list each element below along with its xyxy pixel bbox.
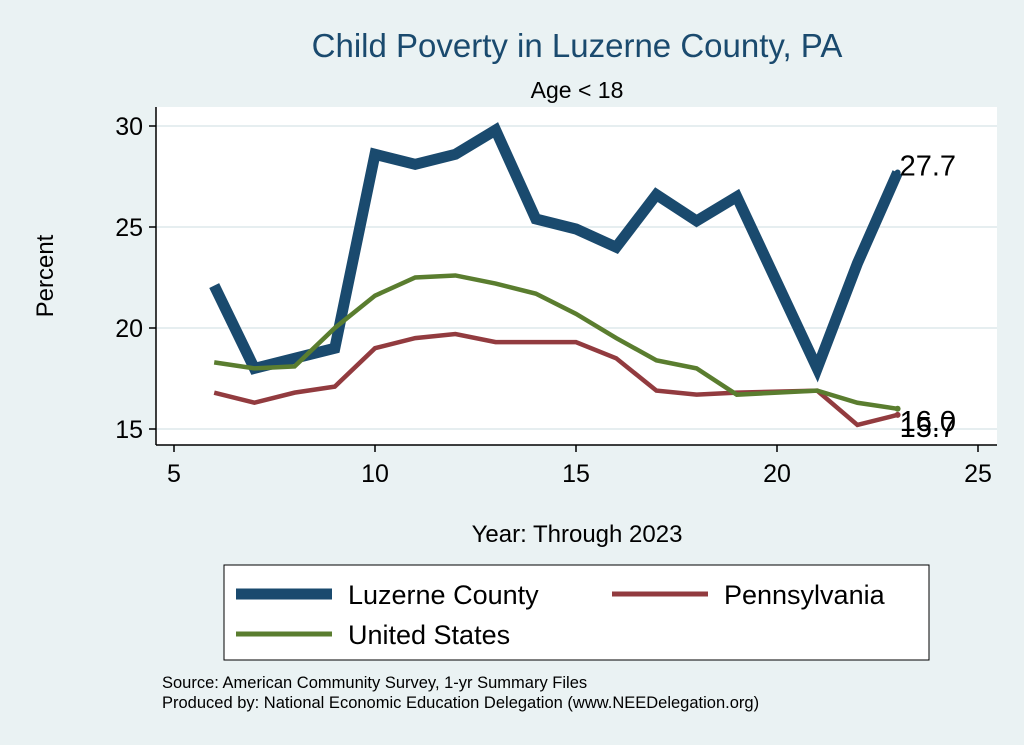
- x-tick-label: 25: [964, 460, 992, 488]
- producer-note: Produced by: National Economic Education…: [162, 694, 759, 712]
- x-axis-label: Year: Through 2023: [472, 521, 683, 548]
- ticks: 15 20 25 30 5 10 15 20 25: [115, 113, 992, 488]
- series-lines: [209, 122, 903, 428]
- legend-label-luzerne-county: Luzerne County: [348, 580, 539, 610]
- end-marker: [894, 411, 901, 418]
- x-tick-label: 20: [763, 460, 791, 488]
- end-label-pennsylvania: 15.7: [900, 412, 956, 444]
- x-tick-label: 5: [167, 460, 181, 488]
- end-label-luzerne-county: 27.7: [900, 150, 956, 182]
- end-marker: [894, 169, 901, 176]
- end-marker: [894, 405, 901, 412]
- x-tick-label: 10: [361, 460, 389, 488]
- end-labels: 27.7 15.716.0: [894, 150, 956, 444]
- x-tick-label: 15: [562, 460, 590, 488]
- y-axis-label: Percent: [32, 234, 59, 317]
- chart-subtitle: Age < 18: [531, 77, 624, 103]
- y-tick-label: 25: [115, 214, 143, 242]
- series-line-luzerne-county: [209, 122, 903, 383]
- end-label-united-states: 16.0: [900, 406, 956, 438]
- y-tick-label: 15: [115, 416, 143, 444]
- legend-label-united-states: United States: [348, 620, 510, 650]
- chart-title: Child Poverty in Luzerne County, PA: [312, 27, 843, 64]
- y-tick-label: 20: [115, 315, 143, 343]
- source-note: Source: American Community Survey, 1-yr …: [162, 674, 587, 692]
- legend: Luzerne County Pennsylvania United States: [236, 580, 886, 650]
- y-tick-label: 30: [115, 113, 143, 141]
- legend-label-pennsylvania: Pennsylvania: [724, 580, 886, 610]
- legend-box: [223, 564, 930, 661]
- series-line-united-states: [213, 273, 898, 412]
